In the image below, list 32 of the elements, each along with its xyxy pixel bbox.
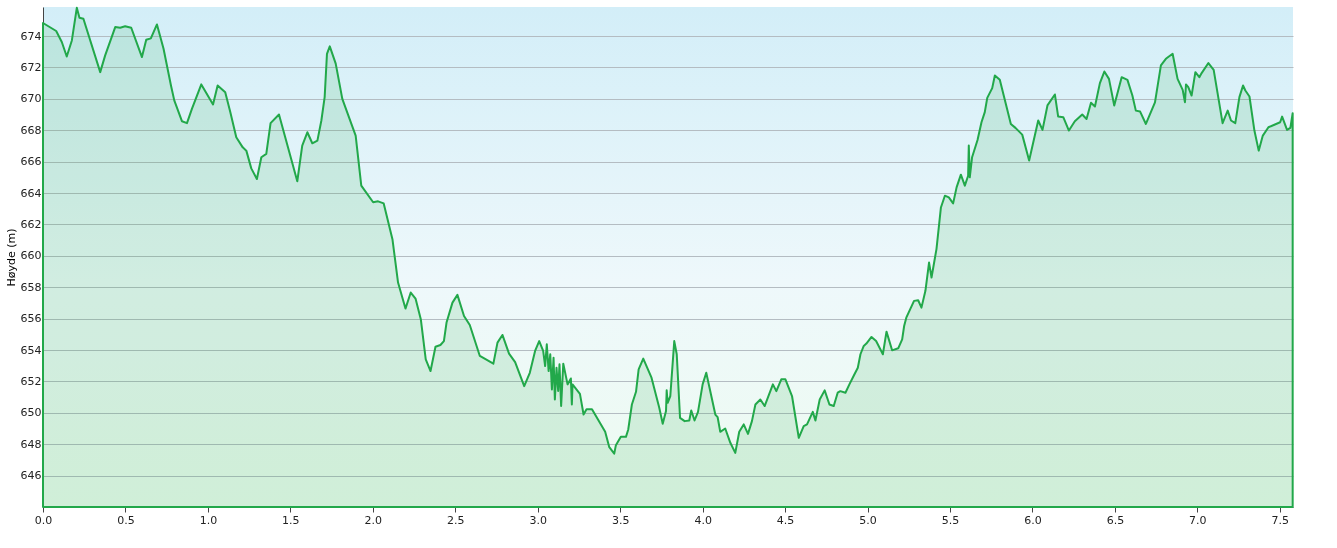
y-tick-label: 650: [20, 406, 42, 420]
y-tick-label: 654: [20, 343, 42, 357]
y-axis-title: Høyde (m): [4, 228, 18, 287]
x-tick-label: 5.5: [941, 513, 960, 527]
x-tick-label: 5.0: [859, 513, 877, 527]
y-tick-label: 660: [20, 249, 42, 263]
y-tick-label: 658: [20, 280, 42, 294]
y-tick-label: 672: [20, 60, 42, 74]
x-tick-label: 6.0: [1024, 513, 1042, 527]
y-tick-label: 670: [20, 92, 42, 106]
x-tick-label: 7.0: [1189, 513, 1207, 527]
x-tick-label: 0.5: [117, 513, 135, 527]
x-tick-label: 7.5: [1271, 513, 1290, 527]
x-tick-label: 4.0: [694, 513, 712, 527]
y-tick-label: 666: [20, 155, 42, 169]
x-tick-label: 3.5: [611, 513, 630, 527]
y-tick-label: 674: [20, 29, 42, 43]
x-tick-label: 4.5: [776, 513, 795, 527]
x-tick-label: 2.0: [364, 513, 383, 527]
y-tick-label: 648: [20, 437, 42, 451]
y-tick-label: 656: [20, 312, 42, 326]
y-tick-label: 662: [20, 217, 42, 231]
x-tick-label: 6.5: [1106, 513, 1125, 527]
x-tick-label: 0.0: [34, 513, 53, 527]
x-tick-label: 3.0: [529, 513, 547, 527]
y-tick-label: 668: [20, 123, 42, 137]
y-tick-label: 664: [20, 186, 42, 200]
x-tick-label: 1.0: [199, 513, 218, 527]
y-tick-label: 646: [20, 469, 42, 483]
y-tick-label: 652: [20, 374, 42, 388]
x-tick-label: 2.5: [447, 513, 465, 527]
x-tick-label: 1.5: [282, 513, 300, 527]
